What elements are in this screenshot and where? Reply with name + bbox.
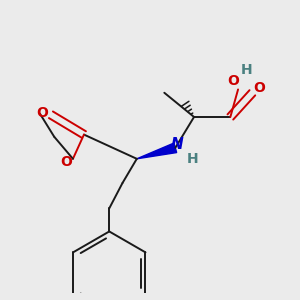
Text: O: O bbox=[253, 81, 265, 95]
Text: N: N bbox=[171, 137, 184, 152]
Text: O: O bbox=[60, 155, 72, 169]
Text: H: H bbox=[187, 152, 199, 166]
Text: O: O bbox=[228, 74, 240, 88]
Text: O: O bbox=[36, 106, 48, 120]
Polygon shape bbox=[137, 143, 177, 159]
Text: H: H bbox=[241, 63, 253, 76]
